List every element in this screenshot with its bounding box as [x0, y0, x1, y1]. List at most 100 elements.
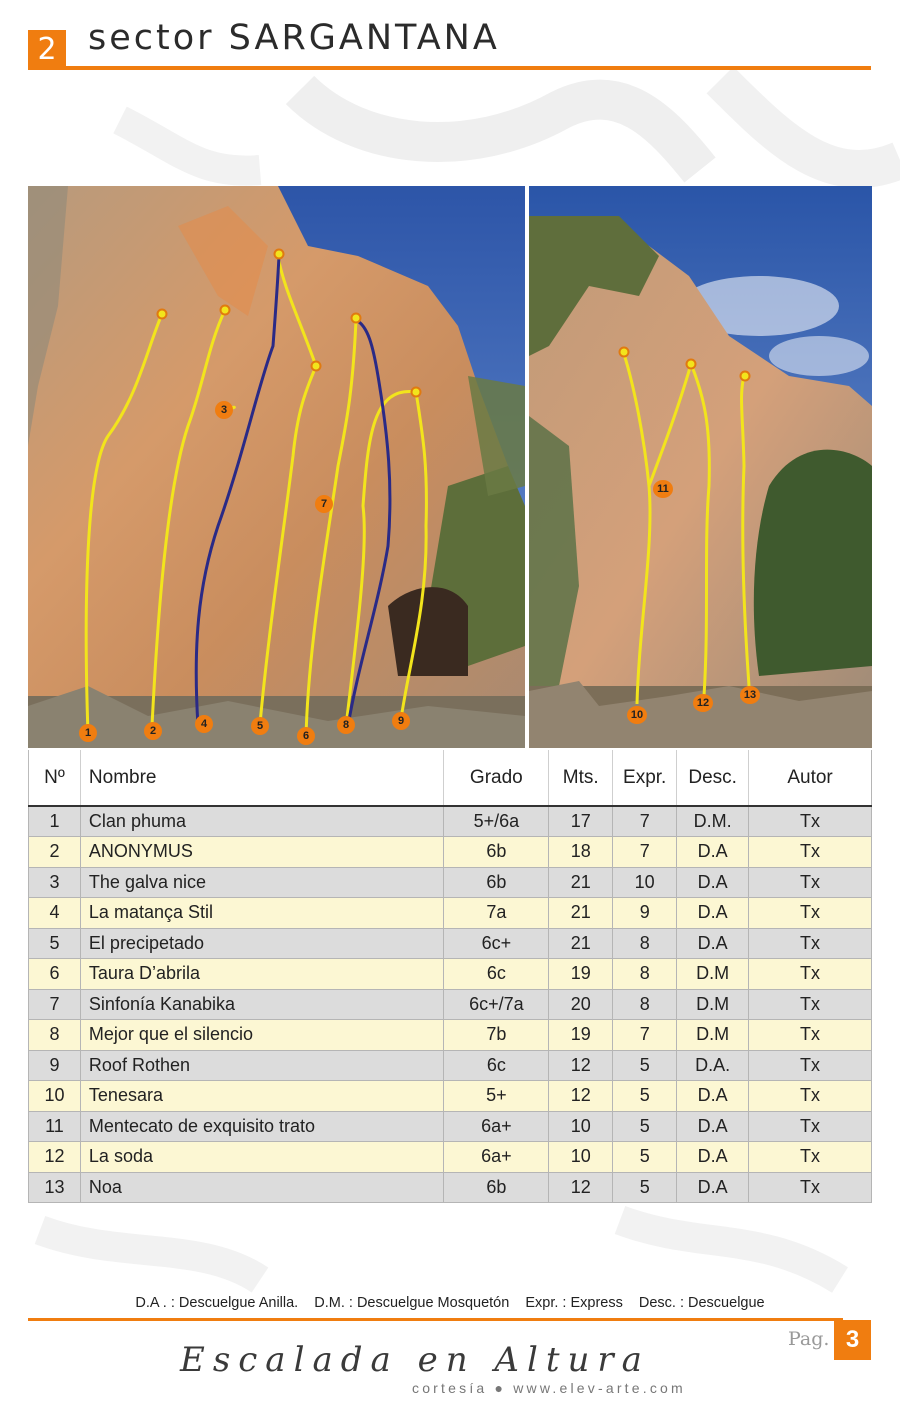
cell-descent: D.M	[676, 989, 749, 1020]
cell-name: Clan phuma	[79, 806, 444, 837]
route-marker-10: 10	[627, 706, 647, 724]
table-row: 11 Mentecato de exquisito trato 6a+ 10 5 D.A T…	[28, 1111, 872, 1142]
route-marker-12: 12	[693, 694, 713, 712]
table-row: 7 Sinfonía Kanabika 6c+/7a 20 8 D.M Tx	[28, 989, 872, 1020]
page-label: Pag.	[788, 1328, 830, 1350]
footer-divider	[28, 1318, 843, 1321]
cell-express: 8	[612, 989, 677, 1020]
col-header-descent: Desc.	[676, 750, 749, 807]
cell-grade: 7b	[443, 1019, 549, 1051]
cell-author: Tx	[748, 836, 872, 868]
cell-grade: 6c+/7a	[443, 989, 549, 1020]
cell-grade: 6c+	[443, 928, 549, 959]
cell-grade: 5+/6a	[443, 806, 549, 837]
table-row: 8 Mejor que el silencio 7b 19 7 D.M Tx	[28, 1019, 872, 1051]
cell-meters: 12	[548, 1172, 613, 1203]
cell-name: The galva nice	[79, 867, 444, 898]
cell-name: ANONYMUS	[79, 836, 444, 868]
table-row: 12 La soda 6a+ 10 5 D.A Tx	[28, 1141, 872, 1173]
legend-desc: Desc. : Descuelgue	[638, 1295, 765, 1311]
cell-name: Sinfonía Kanabika	[79, 989, 444, 1020]
cell-express: 7	[612, 1019, 677, 1051]
cell-num: 5	[28, 928, 81, 959]
legend-expr: Expr. : Express	[525, 1295, 623, 1311]
cell-meters: 21	[548, 867, 613, 898]
table-row: 2 ANONYMUS 6b 18 7 D.A Tx	[28, 836, 872, 868]
table-row: 10 Tenesara 5+ 12 5 D.A Tx	[28, 1080, 872, 1112]
cell-meters: 12	[548, 1080, 613, 1112]
route-marker-8: 8	[337, 716, 355, 734]
col-header-name: Nombre	[79, 750, 444, 807]
table-row: 9 Roof Rothen 6c 12 5 D.A. Tx	[28, 1050, 872, 1081]
col-header-author: Autor	[748, 750, 872, 807]
table-row: 3 The galva nice 6b 21 10 D.A Tx	[28, 867, 872, 898]
cell-meters: 21	[548, 897, 613, 929]
cell-meters: 17	[548, 806, 613, 837]
sector-number-badge: 2	[28, 30, 66, 70]
cell-meters: 20	[548, 989, 613, 1020]
route-marker-9: 9	[392, 712, 410, 730]
routes-table: Nº Nombre Grado Mts. Expr. Desc. Autor 1…	[28, 750, 872, 1203]
cell-name: Taura D’abrila	[79, 958, 444, 990]
sector-title: sector SARGANTANA	[88, 18, 500, 58]
cell-express: 5	[612, 1141, 677, 1173]
cell-grade: 6b	[443, 867, 549, 898]
cell-grade: 5+	[443, 1080, 549, 1112]
cell-name: Noa	[79, 1172, 444, 1203]
cell-descent: D.A	[676, 897, 749, 929]
page-number-badge: 3	[834, 1320, 871, 1360]
cell-name: El precipetado	[79, 928, 444, 959]
cell-express: 10	[612, 867, 677, 898]
cell-descent: D.A.	[676, 1050, 749, 1081]
cell-name: La matança Stil	[79, 897, 444, 929]
cell-grade: 6c	[443, 958, 549, 990]
cell-author: Tx	[748, 958, 872, 990]
legend: D.A . : Descuelgue Anilla. D.M. : Descue…	[0, 1295, 900, 1311]
route-marker-13: 13	[740, 686, 760, 704]
topo-photo-left: 1 2 3 4 5 6 7 8 9	[28, 186, 525, 748]
cell-express: 9	[612, 897, 677, 929]
route-marker-3: 3	[215, 401, 233, 419]
header-divider	[28, 66, 871, 70]
cell-express: 7	[612, 806, 677, 837]
cell-author: Tx	[748, 867, 872, 898]
table-row: 6 Taura D’abrila 6c 19 8 D.M Tx	[28, 958, 872, 990]
cell-meters: 12	[548, 1050, 613, 1081]
cell-num: 6	[28, 958, 81, 990]
cell-num: 8	[28, 1019, 81, 1051]
route-marker-7: 7	[315, 495, 333, 513]
cell-express: 5	[612, 1080, 677, 1112]
cell-author: Tx	[748, 1172, 872, 1203]
cell-num: 9	[28, 1050, 81, 1081]
col-header-express: Expr.	[612, 750, 677, 807]
cell-name: La soda	[79, 1141, 444, 1173]
cell-num: 1	[28, 806, 81, 837]
cell-num: 2	[28, 836, 81, 868]
cell-express: 5	[612, 1172, 677, 1203]
route-marker-4: 4	[195, 715, 213, 733]
col-header-meters: Mts.	[548, 750, 613, 807]
cell-meters: 19	[548, 1019, 613, 1051]
cell-grade: 6a+	[443, 1141, 549, 1173]
brand-title: Escalada en Altura	[180, 1340, 650, 1380]
route-marker-2: 2	[144, 722, 162, 740]
route-marker-6: 6	[297, 727, 315, 745]
cell-descent: D.A	[676, 836, 749, 868]
col-header-num: Nº	[28, 750, 81, 807]
cell-author: Tx	[748, 1050, 872, 1081]
topo-photo-right: 10 11 12 13	[529, 186, 872, 748]
cell-author: Tx	[748, 806, 872, 837]
cell-descent: D.A	[676, 1141, 749, 1173]
cell-num: 13	[28, 1172, 81, 1203]
cell-author: Tx	[748, 989, 872, 1020]
cell-grade: 6c	[443, 1050, 549, 1081]
table-header-row: Nº Nombre Grado Mts. Expr. Desc. Autor	[28, 750, 872, 807]
cell-author: Tx	[748, 1111, 872, 1142]
cell-descent: D.A	[676, 1172, 749, 1203]
table-row: 4 La matança Stil 7a 21 9 D.A Tx	[28, 897, 872, 929]
table-row: 1 Clan phuma 5+/6a 17 7 D.M. Tx	[28, 806, 872, 837]
cell-author: Tx	[748, 1080, 872, 1112]
cell-grade: 6b	[443, 1172, 549, 1203]
route-marker-5: 5	[251, 717, 269, 735]
